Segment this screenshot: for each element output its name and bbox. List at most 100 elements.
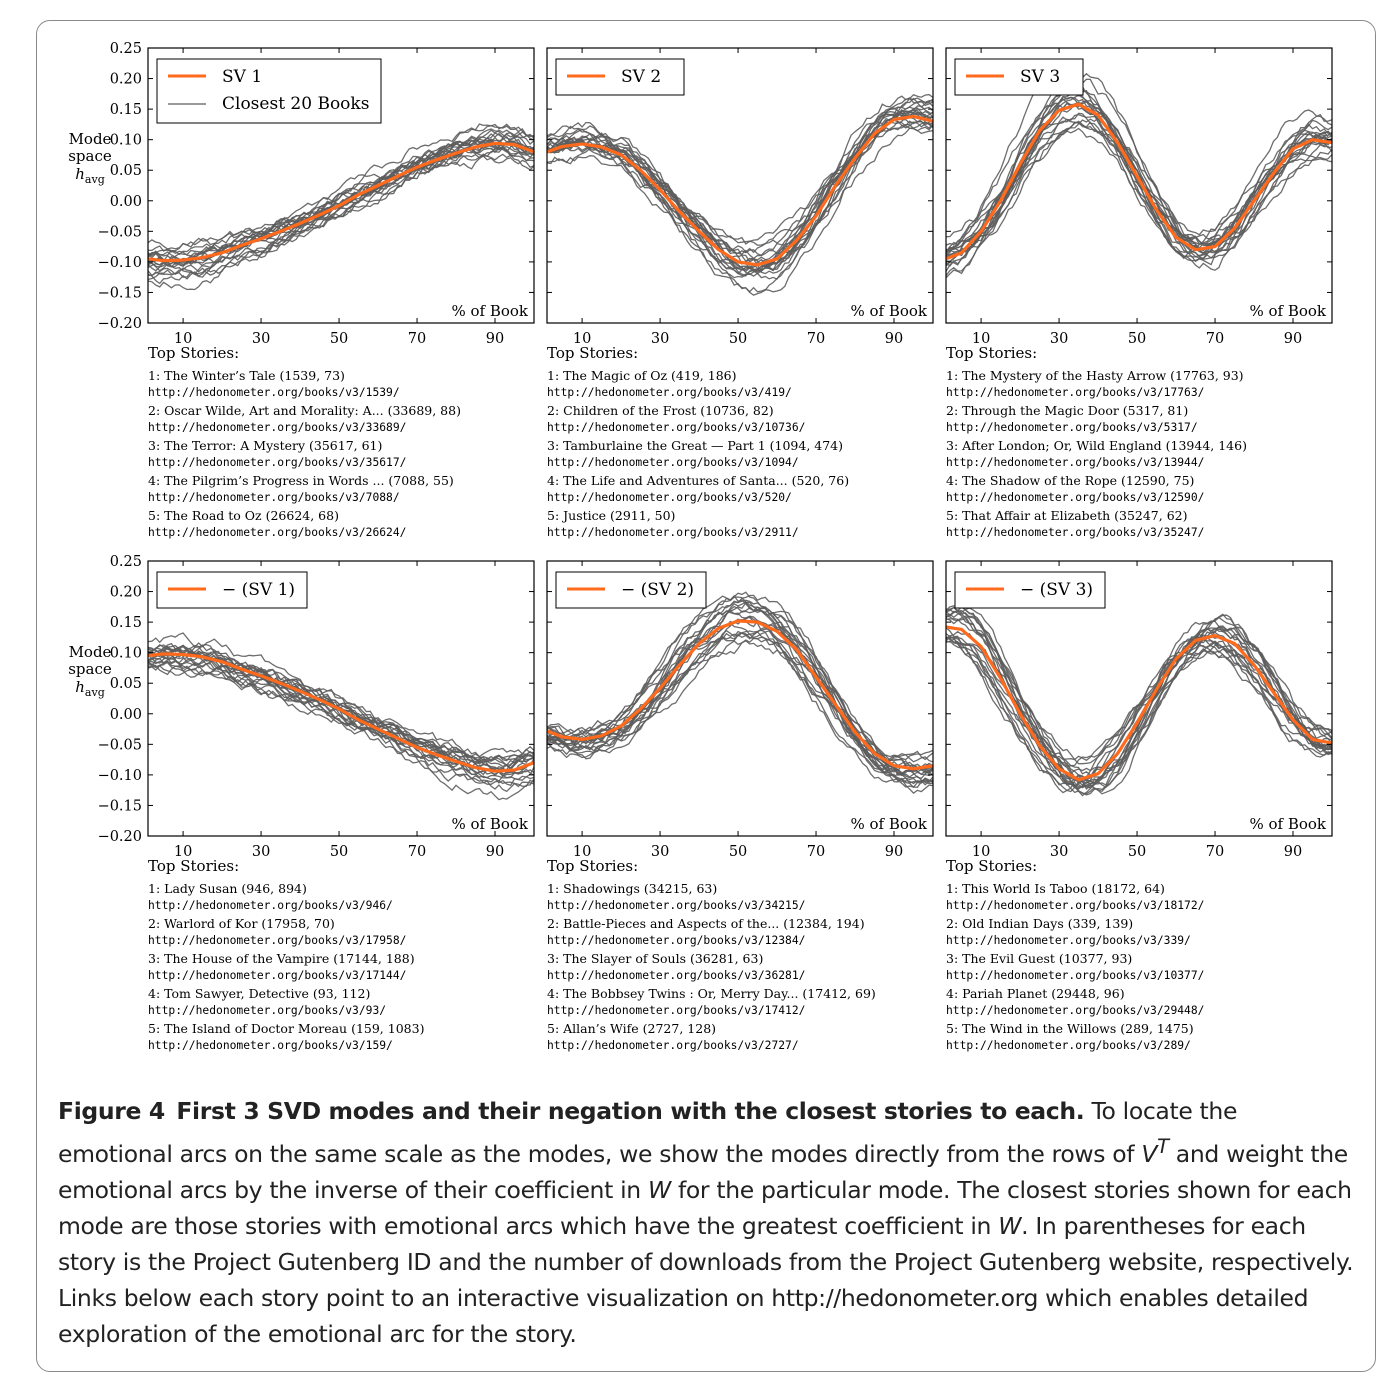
book-trace-line: [547, 630, 933, 772]
legend: − (SV 1): [156, 571, 308, 609]
story-link: http://hedonometer.org/books/v3/93/: [148, 1004, 386, 1017]
y-tick-label: −0.20: [98, 316, 142, 332]
book-trace-line: [946, 636, 1332, 765]
x-tick-label: 10: [573, 844, 591, 860]
story-link: http://hedonometer.org/books/v3/5317/: [946, 421, 1198, 434]
x-tick-label: 70: [408, 331, 426, 347]
x-tick-label: 70: [408, 844, 426, 860]
book-traces: [946, 604, 1332, 797]
y-axis-label-line1: Mode: [69, 643, 112, 661]
caption-var-v: V: [1141, 1139, 1158, 1168]
y-axis-label-line3: havg: [75, 165, 105, 186]
x-tick-label: 30: [252, 331, 270, 347]
y-tick-label: 0.20: [110, 72, 142, 88]
story-title: 1: Lady Susan (946, 894): [148, 881, 307, 896]
y-tick-label: 0.25: [110, 41, 142, 57]
story-link: http://hedonometer.org/books/v3/12590/: [946, 491, 1204, 504]
story-title: 3: The Slayer of Souls (36281, 63): [547, 951, 763, 966]
x-tick-label: 50: [729, 331, 747, 347]
x-tick-label: 50: [729, 844, 747, 860]
legend: SV 1 Closest 20 Books: [156, 58, 382, 124]
mode-line-− (SV 1): [148, 652, 534, 773]
story-link: http://hedonometer.org/books/v3/17412/: [547, 1004, 805, 1017]
story-link: http://hedonometer.org/books/v3/339/: [946, 934, 1191, 947]
book-trace-line: [547, 636, 933, 764]
x-tick-label: 90: [885, 844, 903, 860]
y-tick-label: −0.05: [98, 224, 142, 240]
x-tick-label: 10: [972, 844, 990, 860]
story-link: http://hedonometer.org/books/v3/946/: [148, 899, 393, 912]
legend-mode-label: SV 3: [1020, 67, 1060, 87]
story-title: 4: Tom Sawyer, Detective (93, 112): [148, 986, 370, 1001]
legend: − (SV 2): [555, 571, 707, 609]
x-tick-label: 90: [1284, 331, 1302, 347]
book-traces: [148, 123, 534, 291]
book-trace-line: [547, 632, 933, 773]
story-title: 2: Battle-Pieces and Aspects of the... (…: [547, 916, 865, 931]
x-tick-label: 30: [1050, 844, 1068, 860]
story-title: 1: The Mystery of the Hasty Arrow (17763…: [946, 368, 1244, 383]
chart-panel-1: 0.25 0.20 0.15 0.10 0.05 0.00 −0.05 −0.10 −0.15 −…: [68, 41, 535, 539]
story-link: http://hedonometer.org/books/v3/26624/: [148, 526, 406, 539]
legend-mode-label: − (SV 2): [621, 580, 694, 600]
book-trace-line: [547, 107, 933, 270]
book-trace-line: [946, 70, 1332, 260]
legend: SV 3: [954, 58, 1084, 96]
caption-text-2: and weight the emotional arcs by the inv…: [58, 1139, 1348, 1204]
story-link: http://hedonometer.org/books/v3/419/: [547, 386, 792, 399]
x-tick-label: 90: [1284, 844, 1302, 860]
y-axis-label-line2: space: [68, 660, 112, 678]
book-trace-line: [547, 111, 933, 275]
book-trace-line: [547, 95, 933, 279]
story-title: 3: The Terror: A Mystery (35617, 61): [148, 438, 382, 453]
x-tick-label: 90: [885, 331, 903, 347]
story-link: http://hedonometer.org/books/v3/2911/: [547, 526, 799, 539]
story-title: 1: Shadowings (34215, 63): [547, 881, 717, 896]
story-link: http://hedonometer.org/books/v3/17763/: [946, 386, 1204, 399]
y-tick-label: −0.20: [98, 829, 142, 845]
x-axis-label: % of Book: [850, 815, 927, 833]
x-tick-label: 90: [486, 331, 504, 347]
y-tick-label: −0.15: [98, 285, 142, 301]
story-link: http://hedonometer.org/books/v3/18172/: [946, 899, 1204, 912]
y-tick-label: −0.15: [98, 798, 142, 814]
top-stories-heading: Top Stories:: [547, 857, 638, 875]
book-trace-line: [946, 633, 1332, 786]
story-title: 2: Warlord of Kor (17958, 70): [148, 916, 335, 931]
story-title: 1: The Winter’s Tale (1539, 73): [148, 368, 345, 383]
story-title: 2: Through the Magic Door (5317, 81): [946, 403, 1188, 418]
story-link: http://hedonometer.org/books/v3/33689/: [148, 421, 406, 434]
book-trace-line: [547, 615, 933, 785]
story-link: http://hedonometer.org/books/v3/10377/: [946, 969, 1204, 982]
caption-text-1: To locate the emotional arcs on the same…: [58, 1097, 1238, 1168]
story-title: 5: The Wind in the Willows (289, 1475): [946, 1021, 1194, 1036]
story-title: 5: That Affair at Elizabeth (35247, 62): [946, 508, 1188, 523]
story-link: http://hedonometer.org/books/v3/7088/: [148, 491, 400, 504]
x-tick-label: 70: [1206, 844, 1224, 860]
story-link: http://hedonometer.org/books/v3/36281/: [547, 969, 805, 982]
y-tick-label: 0.00: [110, 707, 142, 723]
chart-panel-5: 10 30 50 70 90 % of Book − (SV 2) Top Stories: 1…: [546, 560, 934, 1052]
axes-frame: [945, 47, 1333, 324]
book-trace-line: [148, 131, 534, 268]
y-tick-label: 0.10: [110, 133, 142, 149]
legend-mode-label: SV 1: [222, 67, 262, 87]
x-axis-label: % of Book: [1249, 302, 1326, 320]
story-title: 1: This World Is Taboo (18172, 64): [946, 881, 1165, 896]
y-tick-label: 0.15: [110, 102, 142, 118]
story-link: http://hedonometer.org/books/v3/34215/: [547, 899, 805, 912]
story-title: 1: The Magic of Oz (419, 186): [547, 368, 736, 383]
story-title: 5: Allan’s Wife (2727, 128): [547, 1021, 716, 1036]
x-tick-label: 70: [807, 844, 825, 860]
story-title: 3: The House of the Vampire (17144, 188): [148, 951, 415, 966]
x-tick-label: 10: [174, 331, 192, 347]
story-link: http://hedonometer.org/books/v3/289/: [946, 1039, 1191, 1052]
chart-panel-3: 10 30 50 70 90 % of Book SV 3 Top Stories: 1: Th…: [945, 47, 1333, 539]
caption-text-4: . In parentheses for each story is the P…: [58, 1211, 1354, 1348]
book-trace-line: [547, 610, 933, 785]
book-trace-line: [946, 607, 1332, 785]
story-link: http://hedonometer.org/books/v3/35247/: [946, 526, 1204, 539]
x-tick-label: 50: [1128, 331, 1146, 347]
x-tick-label: 50: [330, 844, 348, 860]
